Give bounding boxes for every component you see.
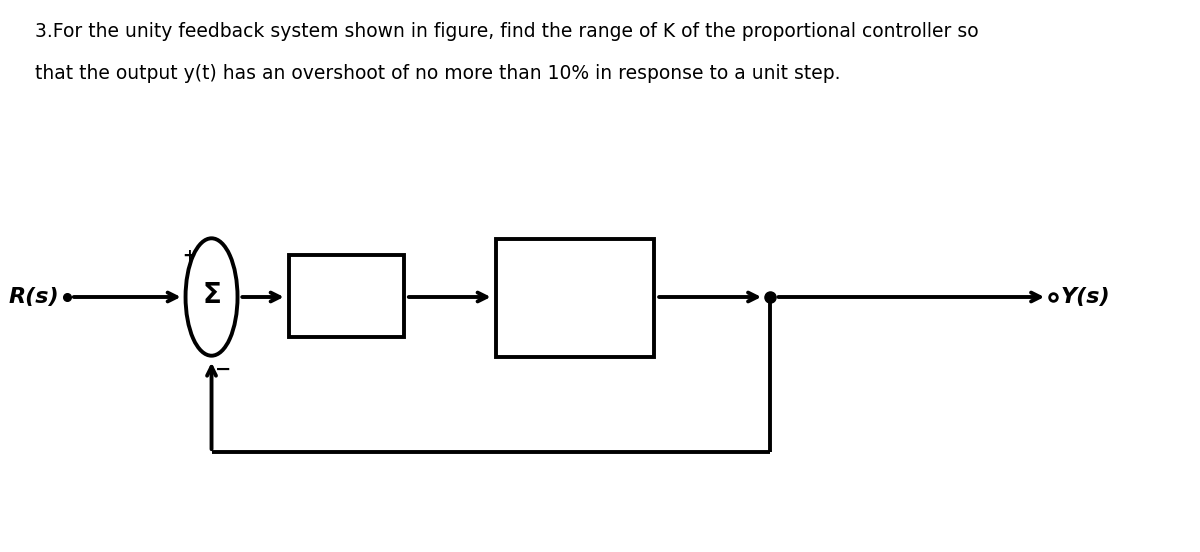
Text: Y(s): Y(s) <box>1061 287 1110 307</box>
Bar <box>496 239 654 357</box>
Text: Σ: Σ <box>202 281 221 309</box>
Text: +: + <box>182 247 196 265</box>
Text: s(s + 2): s(s + 2) <box>527 314 623 334</box>
Text: 3.For the unity feedback system shown in figure, find the range of K of the prop: 3.For the unity feedback system shown in… <box>35 22 979 41</box>
Text: 1: 1 <box>568 258 583 278</box>
Text: K: K <box>336 282 358 310</box>
Bar <box>288 255 404 337</box>
Text: −: − <box>215 360 232 379</box>
Text: that the output y(t) has an overshoot of no more than 10% in response to a unit : that the output y(t) has an overshoot of… <box>35 64 841 83</box>
Text: R(s): R(s) <box>8 287 60 307</box>
